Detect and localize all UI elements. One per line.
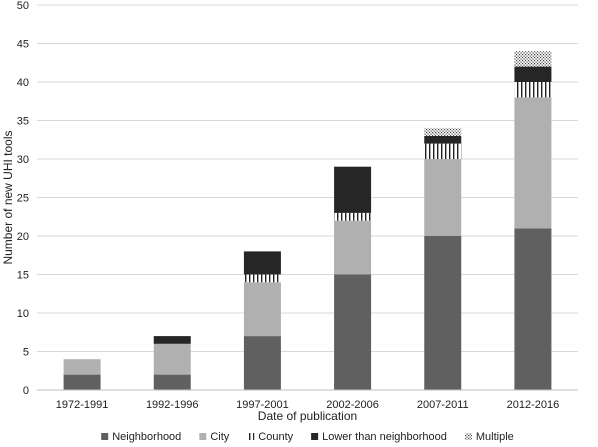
bar-segment bbox=[424, 159, 462, 236]
bar-segment bbox=[334, 166, 372, 213]
y-tick-label: 25 bbox=[17, 193, 29, 205]
y-tick-label: 20 bbox=[17, 231, 29, 243]
x-tick-label: 2002-2006 bbox=[326, 399, 379, 411]
x-axis-ticks: 1972-1991 1992-1996 1997-2001 2002-2006 2007… bbox=[56, 399, 559, 411]
x-tick-label: 1997-2001 bbox=[236, 399, 289, 411]
legend-item: Multiple bbox=[464, 431, 514, 443]
bar-segment bbox=[424, 128, 462, 136]
legend-label: County bbox=[258, 431, 293, 443]
bar-segment bbox=[514, 97, 552, 229]
y-tick-label: 40 bbox=[17, 77, 29, 89]
bar-segment bbox=[153, 343, 191, 375]
bar-segment bbox=[153, 336, 191, 344]
bar-segment bbox=[424, 143, 462, 159]
y-tick-label: 5 bbox=[23, 347, 29, 359]
legend-item: Lower than neighborhood bbox=[311, 431, 447, 443]
y-tick-label: 10 bbox=[17, 308, 29, 320]
legend-item: City bbox=[199, 431, 230, 443]
bar-segment bbox=[243, 251, 281, 275]
bar-segment bbox=[334, 212, 372, 221]
bar-segment bbox=[514, 228, 552, 390]
legend-swatch bbox=[464, 433, 472, 440]
y-tick-label: 30 bbox=[17, 154, 29, 166]
y-tick-label: 50 bbox=[17, 0, 29, 12]
bar-segment bbox=[63, 359, 101, 375]
bar-segment bbox=[334, 220, 372, 275]
bar-segment bbox=[153, 374, 191, 390]
bar-segment bbox=[243, 274, 281, 283]
y-axis-ticks: 0 5 10 15 20 25 30 35 40 45 50 bbox=[17, 0, 29, 397]
bar-segment bbox=[514, 51, 552, 67]
y-tick-label: 35 bbox=[17, 116, 29, 128]
legend-swatch bbox=[101, 433, 109, 440]
legend-swatch bbox=[199, 433, 207, 440]
legend-label: Multiple bbox=[476, 431, 514, 443]
legend-swatch bbox=[247, 433, 255, 440]
bar-segment bbox=[243, 282, 281, 337]
gridlines bbox=[37, 4, 578, 352]
x-tick-label: 1992-1996 bbox=[146, 399, 199, 411]
bar-segment bbox=[514, 66, 552, 82]
x-tick-label: 1972-1991 bbox=[56, 399, 109, 411]
bar-segment bbox=[334, 274, 372, 390]
bar-segment bbox=[424, 135, 462, 144]
x-axis-label: Date of publication bbox=[258, 409, 357, 423]
x-tick-label: 2007-2011 bbox=[417, 399, 469, 411]
x-tick-label: 2012-2016 bbox=[507, 399, 560, 411]
bar-segment bbox=[424, 236, 462, 390]
bar-segment bbox=[514, 82, 552, 98]
y-tick-label: 15 bbox=[17, 270, 29, 282]
y-axis-label: Number of new UHI tools bbox=[1, 130, 15, 264]
bars bbox=[63, 51, 552, 390]
legend-swatch bbox=[311, 433, 319, 440]
y-tick-label: 0 bbox=[23, 385, 29, 397]
legend-label: Neighborhood bbox=[112, 431, 181, 443]
bar-segment bbox=[63, 374, 101, 390]
legend: Neighborhood City County Lower than neighbo… bbox=[101, 431, 514, 443]
legend-item: County bbox=[247, 431, 294, 443]
legend-label: Lower than neighborhood bbox=[322, 431, 447, 443]
legend-label: City bbox=[210, 431, 229, 443]
y-tick-label: 45 bbox=[17, 39, 29, 51]
legend-item: Neighborhood bbox=[101, 431, 181, 443]
bar-segment bbox=[243, 336, 281, 390]
